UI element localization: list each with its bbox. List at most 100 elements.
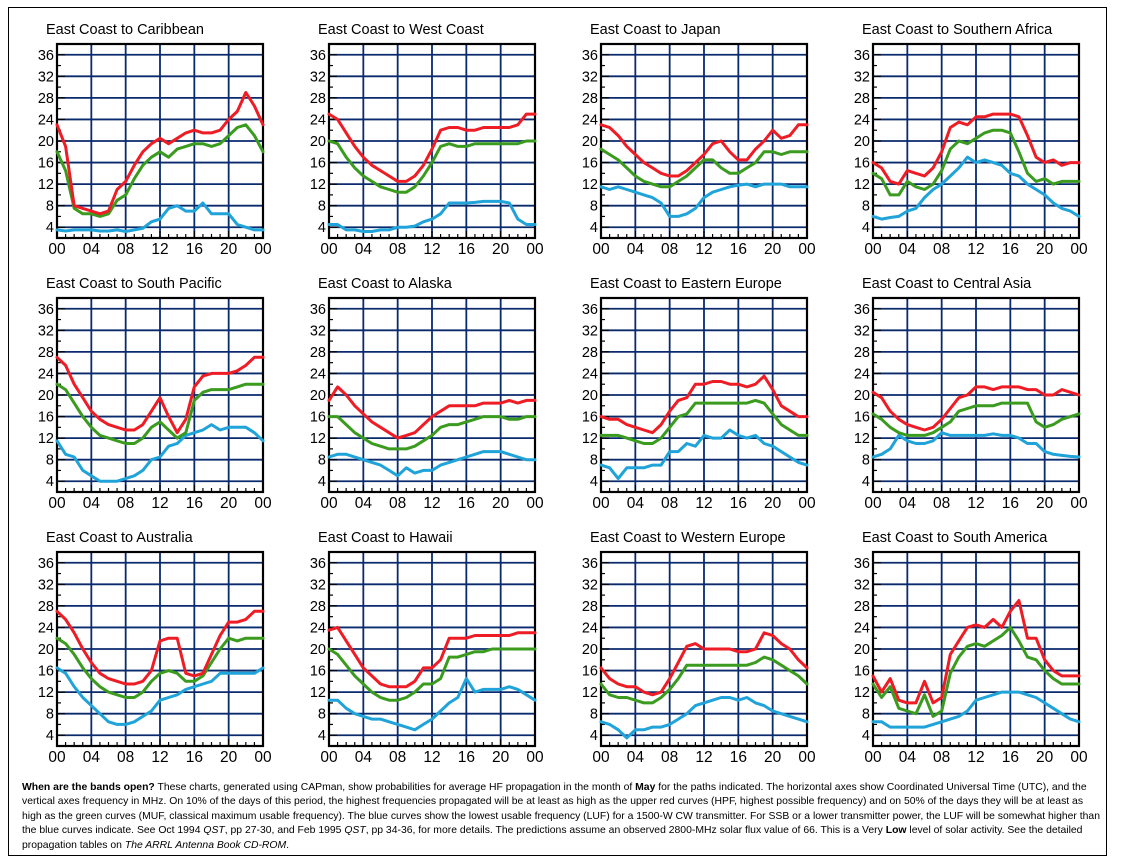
y-tick-label: 20 [854, 642, 870, 658]
series-luf-line [599, 182, 809, 218]
caption-qst-1: QST [203, 825, 225, 837]
y-tick-label: 32 [582, 323, 598, 339]
x-tick-label: 16 [730, 495, 747, 512]
y-tick-label: 8 [590, 707, 598, 723]
y-tick-label: 20 [310, 642, 326, 658]
plot-frame [871, 550, 1081, 748]
y-tick-label: 16 [310, 156, 326, 172]
x-tick-label: 08 [117, 495, 134, 512]
y-tick-label: 4 [590, 220, 598, 236]
y-tick-label: 28 [582, 91, 598, 107]
y-tick-label: 36 [38, 556, 54, 572]
y-tick-label: 16 [854, 664, 870, 680]
series-muf-line [599, 655, 809, 705]
y-tick-label: 16 [854, 156, 870, 172]
y-tick-label: 8 [46, 707, 54, 723]
x-tick-label: 04 [355, 749, 373, 766]
series-hpf-line [871, 112, 1081, 186]
series-luf-line [55, 201, 265, 233]
caption-book-title: The ARRL Antenna Book CD-ROM [124, 839, 287, 851]
y-tick-label: 8 [590, 199, 598, 215]
caption-qst-2: QST [344, 825, 366, 837]
y-tick-label: 24 [38, 620, 54, 636]
series-luf-line [327, 199, 537, 233]
x-tick-label: 12 [423, 749, 440, 766]
plot-frame [599, 42, 809, 240]
x-tick-label: 00 [592, 749, 610, 766]
y-tick-label: 24 [310, 112, 326, 128]
y-tick-label: 8 [862, 453, 870, 469]
y-tick-label: 32 [582, 577, 598, 593]
y-tick-label: 20 [582, 388, 598, 404]
y-tick-label: 28 [310, 345, 326, 361]
x-tick-label: 04 [899, 495, 917, 512]
y-tick-label: 20 [38, 388, 54, 404]
x-tick-label: 20 [764, 495, 782, 512]
series-muf-line [327, 139, 537, 194]
y-tick-label: 20 [854, 134, 870, 150]
x-tick-label: 00 [1070, 495, 1088, 512]
y-tick-label: 20 [854, 388, 870, 404]
chart-title: East Coast to Alaska [318, 276, 453, 292]
y-tick-label: 16 [582, 664, 598, 680]
y-tick-label: 36 [854, 48, 870, 64]
x-tick-label: 16 [1002, 241, 1019, 258]
chart-western-europe: East Coast to Western Europe 36 32 28 24 20 16… [582, 530, 816, 766]
chart-title: East Coast to South America [862, 530, 1048, 546]
series-muf-line [871, 625, 1081, 718]
chart-central-asia: East Coast to Central Asia 36 32 28 24 20 16 12… [854, 276, 1088, 512]
y-tick-label: 4 [46, 728, 54, 744]
y-tick-label: 12 [582, 177, 598, 193]
y-tick-label: 12 [582, 685, 598, 701]
x-tick-label: 04 [627, 495, 645, 512]
plot-frame [599, 550, 809, 748]
y-tick-label: 36 [854, 302, 870, 318]
y-tick-label: 28 [38, 91, 54, 107]
series-luf-line [599, 428, 809, 480]
y-tick-label: 24 [854, 620, 870, 636]
series-muf-line [327, 647, 537, 702]
y-tick-label: 12 [310, 177, 326, 193]
x-tick-label: 12 [151, 495, 168, 512]
y-tick-label: 28 [310, 91, 326, 107]
y-tick-label: 4 [318, 474, 326, 490]
y-tick-label: 16 [854, 410, 870, 426]
y-tick-label: 36 [310, 302, 326, 318]
series-luf-line [327, 450, 537, 478]
y-tick-label: 32 [38, 69, 54, 85]
series-muf-line [599, 398, 809, 445]
y-tick-label: 20 [310, 388, 326, 404]
y-tick-label: 32 [38, 577, 54, 593]
x-tick-label: 08 [661, 495, 678, 512]
x-tick-label: 08 [661, 749, 678, 766]
x-tick-label: 16 [1002, 495, 1019, 512]
y-tick-label: 4 [862, 474, 870, 490]
chart-japan: East Coast to Japan 36 32 28 24 20 16 12 8 4 00 04 0… [582, 22, 816, 258]
chart-title: East Coast to Hawaii [318, 530, 453, 546]
series-luf-line [599, 696, 809, 740]
y-tick-label: 8 [318, 199, 326, 215]
series-muf-line [55, 123, 265, 218]
caption-text-1: These charts, generated using CAPman, sh… [154, 782, 636, 793]
y-tick-label: 36 [582, 556, 598, 572]
caption-text-5: level of solar activity. See the detaile… [22, 825, 1083, 851]
y-tick-label: 12 [310, 431, 326, 447]
y-tick-label: 24 [854, 366, 870, 382]
x-tick-label: 04 [355, 241, 373, 258]
series-hpf-line [599, 123, 809, 178]
y-tick-label: 16 [310, 410, 326, 426]
y-tick-label: 36 [582, 302, 598, 318]
y-tick-label: 36 [310, 48, 326, 64]
x-tick-label: 00 [864, 749, 882, 766]
y-tick-label: 36 [582, 48, 598, 64]
y-tick-label: 32 [310, 323, 326, 339]
y-tick-label: 8 [862, 707, 870, 723]
x-tick-label: 08 [933, 241, 950, 258]
series-hpf-line [599, 631, 809, 697]
chart-south-pacific: East Coast to South Pacific 36 32 28 24 20 16 1… [38, 276, 272, 512]
y-tick-label: 28 [38, 345, 54, 361]
series-muf-line [55, 382, 265, 445]
series-hpf-line [327, 385, 537, 440]
y-tick-label: 28 [854, 599, 870, 615]
x-tick-label: 12 [151, 749, 168, 766]
